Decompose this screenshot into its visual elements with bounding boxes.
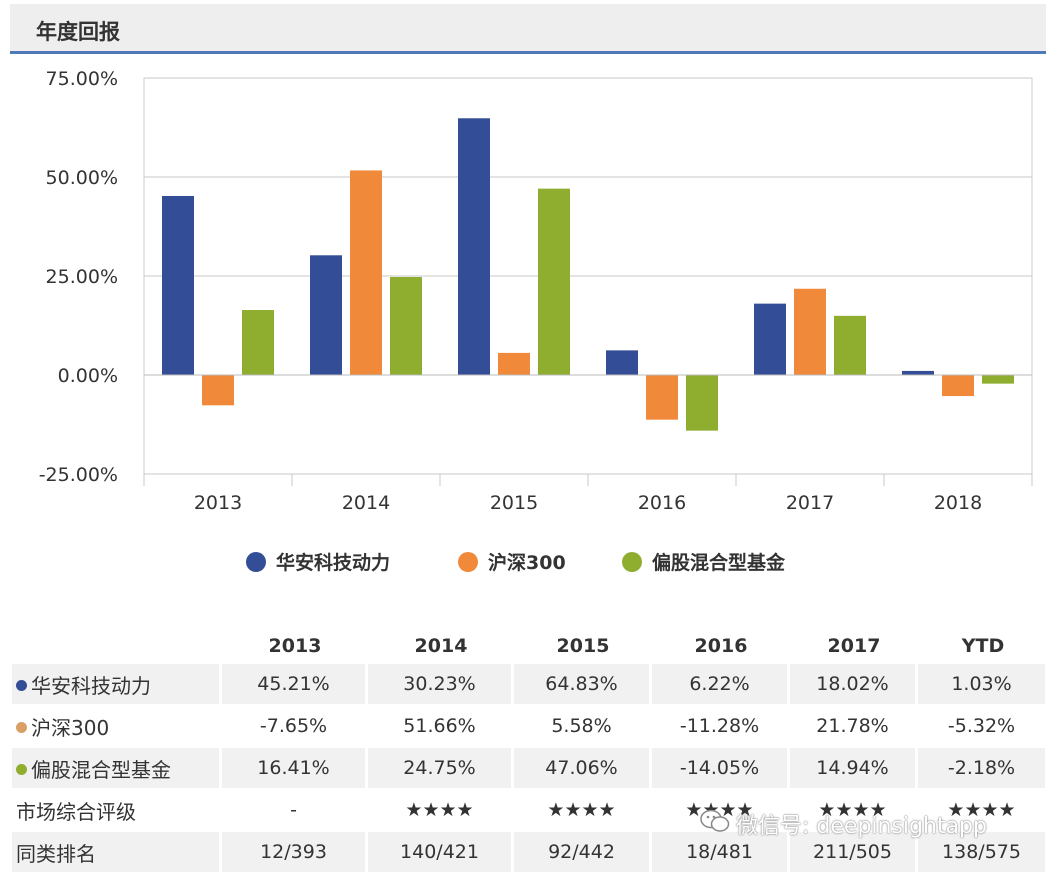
rating-cell: - (222, 790, 368, 832)
bar-index (646, 375, 678, 420)
table-row-fund: 华安科技动力 45.21% 30.23% 64.83% 6.22% 18.02%… (12, 664, 1048, 706)
table-cell: 16.41% (222, 748, 368, 790)
legend-label-peer: 偏股混合型基金 (652, 552, 786, 574)
x-tick-label: 2014 (342, 492, 390, 514)
bar-peer (390, 276, 422, 375)
star-rating: ★★★★ (918, 790, 1048, 832)
table-header-cell: 2014 (414, 635, 468, 657)
y-tick-label: 25.00% (46, 266, 118, 288)
row-label-text: 沪深300 (31, 715, 110, 740)
bar-peer (686, 375, 718, 431)
bar-fund (458, 118, 490, 376)
table-cell: 45.21% (222, 664, 368, 706)
legend-item-peer[interactable]: 偏股混合型基金 (622, 548, 785, 575)
table-cell: -14.05% (652, 748, 790, 790)
table-cell: 5.58% (514, 706, 652, 748)
star-rating: ★★★★ (514, 790, 652, 832)
table-cell: 1.03% (918, 664, 1048, 706)
table-cell: 140/421 (368, 832, 514, 874)
table-cell: -7.65% (222, 706, 368, 748)
table-header-cell: 2013 (268, 635, 322, 657)
row-label-rank: 同类排名 (12, 832, 222, 874)
table-cell: 24.75% (368, 748, 514, 790)
section-title: 年度回报 (36, 20, 120, 44)
watermark-text: 微信号: deepinsightapp (736, 814, 987, 839)
table-cell: -11.28% (652, 706, 790, 748)
wechat-icon (700, 808, 730, 840)
table-cell: 47.06% (514, 748, 652, 790)
x-tick-label: 2017 (786, 492, 834, 514)
table-cell: -2.18% (918, 748, 1048, 790)
bar-index (202, 375, 234, 406)
x-tick-label: 2016 (638, 492, 686, 514)
table-header-row: 2013 2014 2015 2016 2017 YTD (12, 628, 1048, 664)
table-header-cell: YTD (961, 635, 1005, 657)
row-label: 偏股混合型基金 (12, 748, 222, 790)
x-tick-label: 2018 (934, 492, 982, 514)
table-row-rank: 同类排名 12/393 140/421 92/442 18/481 211/50… (12, 832, 1048, 874)
y-tick-label: 75.00% (46, 68, 118, 90)
table-cell: 21.78% (790, 706, 918, 748)
section-header: 年度回报 (10, 4, 1046, 54)
annual-return-chart: 75.00% 50.00% 25.00% 0.00% -25.00% 2013 2014 20… (39, 68, 1033, 514)
table-cell: -5.32% (918, 706, 1048, 748)
bar-index (942, 375, 974, 397)
star-rating: ★★★★ (790, 790, 918, 832)
y-tick-label: -25.00% (39, 464, 118, 486)
bar-fund (754, 303, 786, 375)
row-label-rating: 市场综合评级 (12, 790, 222, 832)
row-dot-peer (16, 763, 27, 775)
bar-fund (902, 370, 934, 375)
table-header-cell: 2015 (556, 635, 610, 657)
bar-peer (982, 375, 1014, 384)
legend-label-fund: 华安科技动力 (276, 552, 391, 574)
y-tick-label: 50.00% (46, 167, 118, 189)
return-table: 2013 2014 2015 2016 2017 YTD 华安科技动力 45.2… (12, 628, 1048, 874)
row-label-text: 偏股混合型基金 (31, 757, 171, 782)
table-cell: 30.23% (368, 664, 514, 706)
bar-fund (606, 350, 638, 375)
legend-item-index[interactable]: 沪深300 (458, 548, 566, 575)
y-tick-label: 0.00% (58, 365, 118, 387)
row-label: 沪深300 (12, 706, 222, 748)
bar-index (794, 288, 826, 375)
bar-peer (834, 315, 866, 375)
table-row-rating: 市场综合评级 - ★★★★ ★★★★ ★★★★ ★★★★ ★★★★ (12, 790, 1048, 832)
table-cell: 51.66% (368, 706, 514, 748)
table-cell: 6.22% (652, 664, 790, 706)
row-label: 华安科技动力 (12, 664, 222, 706)
row-dot-fund (16, 679, 27, 691)
bar-index (498, 352, 530, 375)
bar-index (350, 170, 382, 375)
table-cell: 12/393 (222, 832, 368, 874)
table-header-cell: 2016 (694, 635, 748, 657)
legend-dot-peer (622, 551, 642, 572)
table-header-cell: 2017 (827, 635, 881, 657)
legend-item-fund[interactable]: 华安科技动力 (246, 548, 390, 575)
row-dot-index (16, 721, 27, 733)
row-label-text: 华安科技动力 (31, 673, 151, 698)
table-cell: 18.02% (790, 664, 918, 706)
table-header-cell (12, 628, 222, 664)
bar-fund (310, 255, 342, 375)
watermark: 微信号: deepinsightapp (700, 808, 987, 840)
table-cell: 64.83% (514, 664, 652, 706)
bar-peer (242, 310, 274, 375)
table-cell: 14.94% (790, 748, 918, 790)
legend-dot-fund (246, 551, 266, 572)
x-tick-label: 2013 (194, 492, 242, 514)
legend-label-index: 沪深300 (488, 552, 566, 574)
x-tick-label: 2015 (490, 492, 538, 514)
table-cell: 92/442 (514, 832, 652, 874)
table-cell: 211/505 (790, 832, 918, 874)
legend-dot-index (458, 551, 478, 572)
table-row-peer: 偏股混合型基金 16.41% 24.75% 47.06% -14.05% 14.… (12, 748, 1048, 790)
star-rating: ★★★★ (368, 790, 514, 832)
bar-peer (538, 188, 570, 375)
bar-fund (162, 195, 194, 375)
table-row-index: 沪深300 -7.65% 51.66% 5.58% -11.28% 21.78%… (12, 706, 1048, 748)
